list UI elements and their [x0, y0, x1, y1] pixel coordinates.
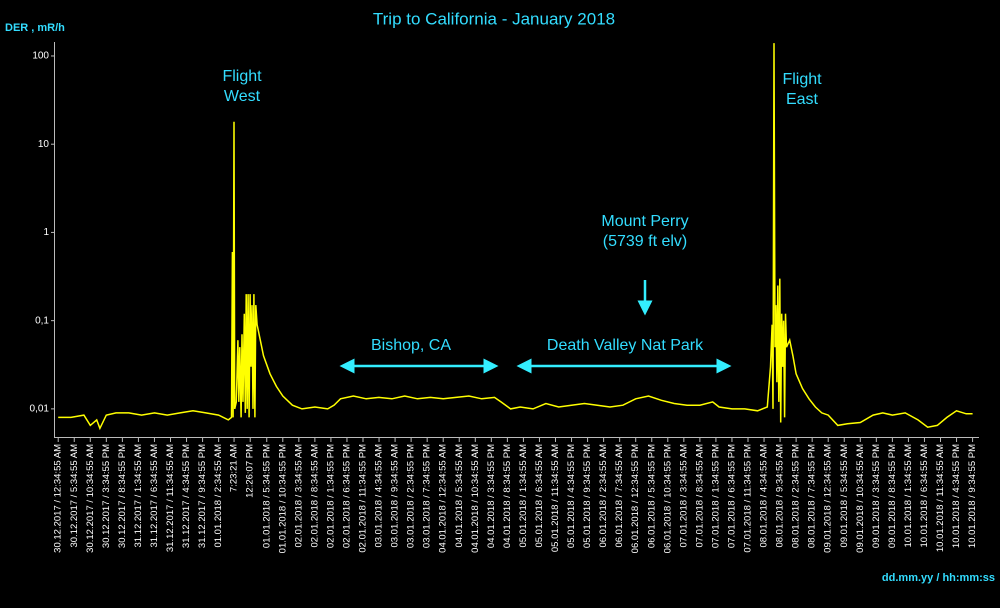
y-tick-label: 10 — [38, 139, 50, 150]
x-tick-label: 04.01.2018 / 12:34:55 AM — [438, 444, 449, 553]
x-tick-label: 08.01.2018 / 2:34:55 PM — [791, 444, 802, 548]
x-tick-label: 7:23:21 AM — [229, 444, 240, 492]
annotation: Flight — [782, 71, 822, 88]
x-tick-label: 09.01.2018 / 8:34:55 PM — [887, 444, 898, 548]
x-tick-label: 02.01.2018 / 11:34:55 PM — [358, 444, 369, 553]
x-tick-label: 30.12.2017 / 12:34:55 AM — [53, 444, 64, 553]
x-tick-label: 02.01.2018 / 3:34:55 AM — [293, 444, 304, 548]
x-tick-label: 12:26:07 PM — [245, 444, 256, 498]
x-tick-label: 09.01.2018 / 5:34:55 AM — [839, 444, 850, 548]
x-tick-label: 04.01.2018 / 3:34:55 PM — [486, 444, 497, 548]
x-tick-label: 02.01.2018 / 8:34:55 AM — [309, 444, 320, 548]
x-tick-label: 05.01.2018 / 9:34:55 PM — [582, 444, 593, 548]
x-tick-label: 01.01.2018 / 5:34:55 PM — [261, 444, 272, 548]
x-tick-label: 31.12.2017 / 1:34:55 AM — [133, 444, 144, 548]
chart-title: Trip to California - January 2018 — [373, 9, 615, 28]
x-tick-label: 04.01.2018 / 10:34:55 AM — [470, 444, 481, 553]
x-tick-label: 04.01.2018 / 8:34:55 PM — [502, 444, 513, 548]
annotation: Mount Perry — [601, 213, 688, 230]
y-axis-label: DER , mR/h — [5, 22, 65, 34]
x-tick-label: 10.01.2018 / 1:34:55 AM — [903, 444, 914, 548]
x-tick-label: 06.01.2018 / 12:34:55 PM — [630, 444, 641, 553]
x-tick-label: 09.01.2018 / 3:34:55 PM — [871, 444, 882, 548]
y-tick-label: 100 — [32, 51, 49, 62]
x-tick-label: 31.12.2017 / 11:34:55 AM — [165, 444, 176, 552]
x-tick-label: 05.01.2018 / 4:34:55 PM — [566, 444, 577, 548]
x-tick-label: 09.01.2018 / 10:34:55 AM — [855, 444, 866, 553]
x-tick-label: 08.01.2018 / 7:34:55 PM — [807, 444, 818, 548]
x-tick-label: 03.01.2018 / 4:34:55 AM — [374, 444, 385, 548]
x-tick-label: 07.01.2018 / 6:34:55 PM — [726, 444, 737, 548]
y-tick-label: 1 — [43, 227, 49, 238]
x-tick-label: 04.01.2018 / 5:34:55 AM — [454, 444, 465, 548]
x-tick-label: 01.01.2018 / 2:34:55 AM — [213, 444, 224, 548]
x-axis-label: dd.mm.yy / hh:mm:ss — [882, 572, 995, 584]
x-tick-label: 07.01.2018 / 11:34:55 PM — [743, 444, 754, 553]
x-tick-label: 31.12.2017 / 6:34:55 AM — [149, 444, 160, 548]
x-tick-label: 07.01.2018 / 3:34:55 AM — [678, 444, 689, 548]
x-tick-label: 03.01.2018 / 7:34:55 PM — [422, 444, 433, 548]
x-tick-label: 05.01.2018 / 11:34:55 AM — [550, 444, 561, 552]
annotation: Bishop, CA — [371, 337, 451, 354]
x-tick-label: 06.01.2018 / 10:34:55 PM — [662, 444, 673, 553]
x-tick-label: 05.01.2018 / 1:34:55 AM — [518, 444, 529, 548]
annotation: (5739 ft elv) — [603, 233, 687, 250]
x-tick-label: 30.12.2017 / 5:34:55 AM — [69, 444, 80, 548]
x-tick-label: 05.01.2018 / 6:34:55 AM — [534, 444, 545, 548]
x-tick-label: 03.01.2018 / 2:34:55 PM — [406, 444, 417, 548]
x-tick-label: 08.01.2018 / 4:34:55 AM — [759, 444, 770, 548]
x-tick-label: 06.01.2018 / 5:34:55 PM — [646, 444, 657, 548]
x-tick-label: 30.12.2017 / 3:34:55 PM — [101, 444, 112, 548]
y-tick-label: 0,01 — [30, 404, 50, 415]
x-tick-label: 10.01.2018 / 9:34:55 PM — [967, 444, 978, 548]
annotation: Death Valley Nat Park — [547, 337, 704, 354]
x-tick-label: 06.01.2018 / 7:34:55 AM — [614, 444, 625, 548]
x-tick-label: 31.12.2017 / 4:34:55 PM — [181, 444, 192, 548]
x-tick-label: 09.01.2018 / 12:34:55 AM — [823, 444, 834, 553]
annotation: Flight — [222, 68, 262, 85]
data-line — [58, 43, 973, 431]
x-tick-label: 01.01.2018 / 10:34:55 PM — [277, 444, 288, 553]
annotation: East — [786, 91, 819, 108]
x-tick-label: 08.01.2018 / 9:34:55 AM — [775, 444, 786, 548]
y-tick-label: 0,1 — [35, 315, 49, 326]
x-tick-label: 31.12.2017 / 9:34:55 PM — [197, 444, 208, 548]
x-tick-label: 10.01.2018 / 11:34:55 AM — [935, 444, 946, 552]
x-tick-label: 10.01.2018 / 4:34:55 PM — [951, 444, 962, 548]
x-tick-label: 06.01.2018 / 2:34:55 AM — [598, 444, 609, 548]
arrows — [339, 280, 732, 374]
x-tick-label: 03.01.2018 / 9:34:55 AM — [390, 444, 401, 548]
x-tick-label: 02.01.2018 / 6:34:55 PM — [341, 444, 352, 548]
x-tick-label: 07.01.2018 / 8:34:55 AM — [694, 444, 705, 548]
x-tick-label: 30.12.2017 / 8:34:55 PM — [117, 444, 128, 548]
x-tick-label: 02.01.2018 / 1:34:55 PM — [325, 444, 336, 548]
annotation: West — [224, 88, 261, 105]
x-tick-label: 07.01.2018 / 1:34:55 PM — [710, 444, 721, 548]
x-tick-label: 30.12.2017 / 10:34:55 AM — [85, 444, 96, 553]
x-tick-label: 10.01.2018 / 6:34:55 AM — [919, 444, 930, 548]
